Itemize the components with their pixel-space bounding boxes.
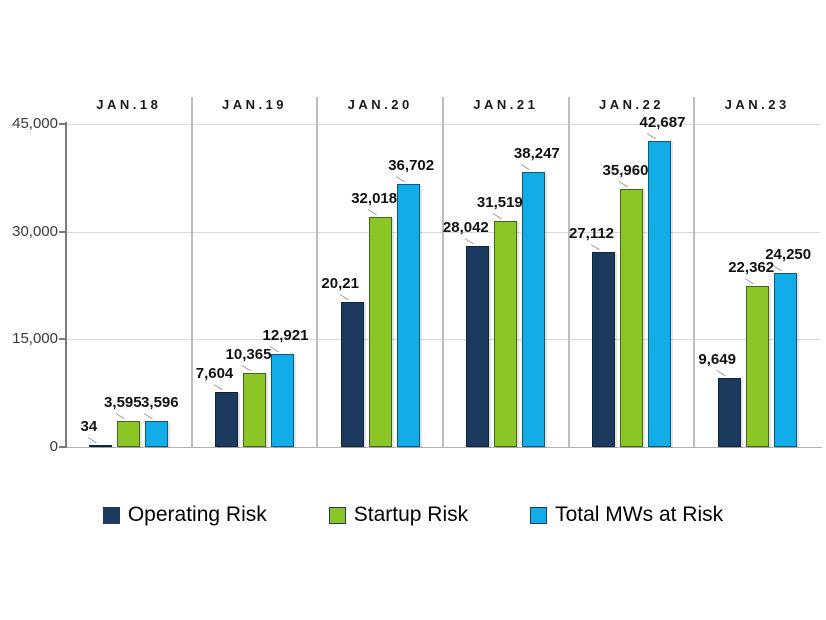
y-axis-tick-label: 45,000 xyxy=(12,115,58,132)
legend-item-operating-risk: Operating Risk xyxy=(102,503,267,527)
group-label-jan-23: JAN.23 xyxy=(724,97,790,112)
group-separator xyxy=(316,97,319,447)
bar-value-total-mws-at-risk-jan-20: 36,702 xyxy=(388,156,435,174)
bar-total-mws-at-risk-jan-19 xyxy=(271,354,294,447)
group-separator xyxy=(567,97,570,447)
bar-value-total-mws-at-risk-jan-22: 42,687 xyxy=(639,113,686,131)
bar-value-startup-risk-jan-23: 22,362 xyxy=(728,259,775,277)
group-separator xyxy=(693,97,696,447)
legend-label-total-mws-at-risk: Total MWs at Risk xyxy=(555,503,724,526)
bar-value-total-mws-at-risk-jan-21: 38,247 xyxy=(513,145,560,163)
bar-label-leader xyxy=(339,293,349,301)
bar-startup-risk-jan-22 xyxy=(620,188,643,447)
legend-label-operating-risk: Operating Risk xyxy=(127,503,267,526)
bar-operating-risk-jan-22 xyxy=(592,252,615,447)
bar-value-total-mws-at-risk-jan-19: 12,921 xyxy=(262,327,309,345)
legend-item-total-mws-at-risk: Total MWs at Risk xyxy=(530,503,723,527)
y-axis-tick xyxy=(59,446,66,448)
bar-startup-risk-jan-23 xyxy=(745,286,769,447)
y-axis-tick-label: 0 xyxy=(49,438,58,455)
bar-total-mws-at-risk-jan-20 xyxy=(396,183,420,447)
bar-label-leader xyxy=(367,209,377,216)
bar-label-leader xyxy=(465,237,475,244)
bar-label-leader xyxy=(116,413,126,420)
operating-risk-swatch xyxy=(102,506,120,524)
y-axis-line xyxy=(65,122,67,448)
bar-value-operating-risk-jan-19: 7,604 xyxy=(195,365,234,383)
bar-value-startup-risk-jan-20: 32,018 xyxy=(351,190,398,208)
bar-total-mws-at-risk-jan-18 xyxy=(145,421,169,447)
bar-value-startup-risk-jan-18: 3,595 xyxy=(104,394,142,412)
bar-operating-risk-jan-21 xyxy=(466,245,490,447)
bar-value-startup-risk-jan-19: 10,365 xyxy=(225,345,272,363)
legend-item-startup-risk: Startup Risk xyxy=(328,503,469,527)
bar-value-total-mws-at-risk-jan-18: 3,596 xyxy=(141,394,179,412)
group-separator xyxy=(190,97,193,447)
bar-value-operating-risk-jan-18: 34 xyxy=(80,418,98,435)
group-separator xyxy=(442,97,444,447)
y-axis-tick xyxy=(59,338,66,341)
bar-label-leader xyxy=(618,180,628,188)
bar-label-leader xyxy=(241,364,251,371)
bar-value-startup-risk-jan-21: 31,519 xyxy=(476,193,523,211)
legend-label-startup-risk: Startup Risk xyxy=(353,503,469,526)
bar-total-mws-at-risk-jan-23 xyxy=(773,272,797,447)
bar-startup-risk-jan-19 xyxy=(243,372,266,447)
x-axis-line xyxy=(66,447,822,448)
bar-value-operating-risk-jan-22: 27,112 xyxy=(568,225,615,243)
y-axis-tick-label: 15,000 xyxy=(12,330,58,348)
group-label-jan-22: JAN.22 xyxy=(598,97,665,112)
bar-label-leader xyxy=(744,278,754,285)
bar-operating-risk-jan-18 xyxy=(89,445,113,447)
bar-label-leader xyxy=(590,244,600,251)
bar-label-leader xyxy=(213,384,223,391)
bar-operating-risk-jan-20 xyxy=(340,301,364,447)
bar-startup-risk-jan-20 xyxy=(368,217,392,447)
bar-operating-risk-jan-19 xyxy=(215,392,238,447)
bar-startup-risk-jan-18 xyxy=(117,421,141,447)
bar-label-leader xyxy=(646,132,656,139)
y-axis-tick-label: 30,000 xyxy=(12,222,58,240)
chart-legend: Operating Risk Startup Risk Total MWs at… xyxy=(0,503,826,527)
bar-operating-risk-jan-23 xyxy=(717,377,741,447)
group-label-jan-21: JAN.21 xyxy=(473,97,539,112)
bar-value-total-mws-at-risk-jan-23: 24,250 xyxy=(765,245,812,263)
bar-value-operating-risk-jan-21: 28,042 xyxy=(442,218,489,236)
bar-label-leader xyxy=(716,369,726,376)
bar-label-leader xyxy=(521,164,531,171)
bar-label-leader xyxy=(493,212,503,219)
bar-value-operating-risk-jan-23: 9,649 xyxy=(698,350,736,368)
group-label-jan-18: JAN.18 xyxy=(96,97,162,112)
bar-label-leader xyxy=(88,437,98,444)
total-mws-at-risk-swatch xyxy=(530,506,548,524)
bar-value-operating-risk-jan-20: 20,21 xyxy=(321,274,359,292)
group-label-jan-20: JAN.20 xyxy=(347,97,413,112)
y-axis-tick xyxy=(59,230,66,233)
bar-total-mws-at-risk-jan-22 xyxy=(648,140,671,447)
bar-startup-risk-jan-21 xyxy=(494,220,518,447)
bar-total-mws-at-risk-jan-21 xyxy=(522,172,546,447)
startup-risk-swatch xyxy=(328,506,346,524)
bar-label-leader xyxy=(395,175,405,182)
bar-label-leader xyxy=(144,413,154,420)
bar-value-startup-risk-jan-22: 35,960 xyxy=(602,161,649,179)
y-axis-tick xyxy=(59,123,66,125)
group-label-jan-19: JAN.19 xyxy=(221,97,288,112)
